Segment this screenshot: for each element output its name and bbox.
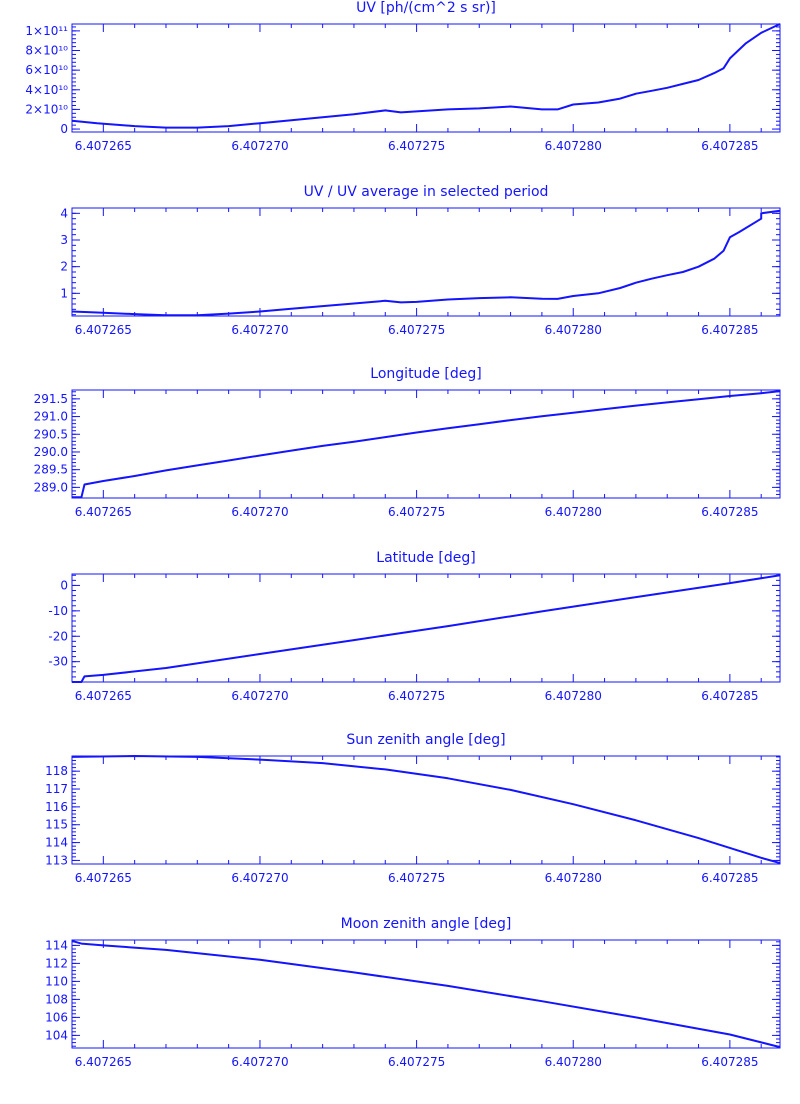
plot-frame [71, 389, 781, 499]
y-tick-label: 3 [60, 233, 68, 247]
y-tick-label: 114 [45, 836, 68, 850]
x-tick-label: 6.407275 [388, 1055, 445, 1069]
x-tick-label: 6.407265 [75, 1055, 132, 1069]
series-line [72, 574, 781, 683]
y-tick-label: 114 [45, 938, 68, 952]
y-tick-label: 118 [45, 764, 68, 778]
y-tick-label: 1×10¹¹ [25, 24, 68, 38]
y-tick-label: 106 [45, 1010, 68, 1024]
y-tick-label: 115 [45, 818, 68, 832]
y-tick-label: 6×10¹⁰ [25, 63, 68, 77]
y-tick-label: 112 [45, 956, 68, 970]
x-tick-label: 6.407275 [388, 689, 445, 703]
x-tick-label: 6.407285 [701, 689, 758, 703]
y-tick-label: -10 [48, 604, 68, 618]
y-tick-label: -30 [48, 655, 68, 669]
panel-1: UV [ph/(cm^2 s sr)] 6.407265 6.407270 6.407… [25, 0, 781, 153]
panel-4: Latitude [deg] 6.407265 6.407270 6.407275 6.… [48, 550, 781, 703]
x-tick-label: 6.407265 [75, 139, 132, 153]
x-tick-label: 6.407265 [75, 505, 132, 519]
panel-title: UV [ph/(cm^2 s sr)] [356, 0, 496, 16]
panel-title: Moon zenith angle [deg] [341, 916, 512, 932]
panel-2: UV / UV average in selected period 6.4072… [60, 184, 781, 337]
x-tick-label: 6.407285 [701, 871, 758, 885]
x-tick-label: 6.407270 [231, 505, 288, 519]
panel-3: Longitude [deg] 6.407265 6.407270 6.407275 6… [34, 366, 781, 519]
y-tick-label: 116 [45, 800, 68, 814]
x-tick-label: 6.407270 [231, 1055, 288, 1069]
y-tick-label: 0 [60, 122, 68, 136]
y-tick-label: 2 [60, 260, 68, 274]
x-tick-label: 6.407285 [701, 139, 758, 153]
x-tick-label: 6.407280 [545, 1055, 602, 1069]
y-tick-label: 290.5 [34, 427, 68, 441]
panel-title: UV / UV average in selected period [304, 184, 549, 200]
y-tick-label: 110 [45, 974, 68, 988]
x-tick-label: 6.407270 [231, 689, 288, 703]
x-tick-label: 6.407270 [231, 323, 288, 337]
y-tick-label: 0 [60, 578, 68, 592]
series-line [71, 23, 781, 129]
panel-title: Latitude [deg] [376, 550, 475, 566]
series-line [71, 755, 781, 865]
y-tick-label: 117 [45, 782, 68, 796]
x-tick-label: 6.407275 [388, 323, 445, 337]
y-tick-label: -20 [48, 629, 68, 643]
x-tick-label: 6.407265 [75, 323, 132, 337]
x-tick-label: 6.407285 [701, 505, 758, 519]
series-line [71, 209, 781, 317]
series-line [72, 390, 781, 499]
plot-frame [71, 23, 781, 133]
y-tick-label: 4 [60, 206, 68, 220]
x-tick-label: 6.407280 [545, 689, 602, 703]
x-tick-label: 6.407275 [388, 505, 445, 519]
plot-frame [71, 755, 781, 865]
y-tick-label: 291.0 [34, 410, 68, 424]
plot-frame [71, 207, 781, 317]
x-tick-label: 6.407265 [75, 871, 132, 885]
y-tick-label: 108 [45, 992, 68, 1006]
x-tick-label: 6.407265 [75, 689, 132, 703]
y-tick-label: 289.5 [34, 463, 68, 477]
panel-5: Sun zenith angle [deg] 6.407265 6.407270 6.… [45, 732, 781, 885]
y-tick-label: 8×10¹⁰ [25, 44, 68, 58]
y-tick-label: 113 [45, 853, 68, 867]
y-tick-label: 291.5 [34, 392, 68, 406]
x-tick-label: 6.407280 [545, 871, 602, 885]
x-tick-label: 6.407280 [545, 505, 602, 519]
y-tick-label: 1 [60, 286, 68, 300]
y-tick-label: 289.0 [34, 480, 68, 494]
x-tick-label: 6.407280 [545, 323, 602, 337]
plot-frame [71, 939, 781, 1049]
y-tick-label: 4×10¹⁰ [25, 83, 68, 97]
panel-title: Sun zenith angle [deg] [346, 732, 505, 748]
plot-frame [71, 573, 781, 683]
y-tick-label: 104 [45, 1028, 68, 1042]
x-tick-label: 6.407285 [701, 323, 758, 337]
x-tick-label: 6.407275 [388, 871, 445, 885]
panel-title: Longitude [deg] [370, 366, 481, 382]
series-line [71, 939, 781, 1049]
y-tick-label: 290.0 [34, 445, 68, 459]
y-tick-label: 2×10¹⁰ [25, 102, 68, 116]
x-tick-label: 6.407270 [231, 139, 288, 153]
x-tick-label: 6.407285 [701, 1055, 758, 1069]
x-tick-label: 6.407270 [231, 871, 288, 885]
panel-6: Moon zenith angle [deg] 6.407265 6.407270 6… [45, 916, 781, 1069]
x-tick-label: 6.407280 [545, 139, 602, 153]
x-tick-label: 6.407275 [388, 139, 445, 153]
